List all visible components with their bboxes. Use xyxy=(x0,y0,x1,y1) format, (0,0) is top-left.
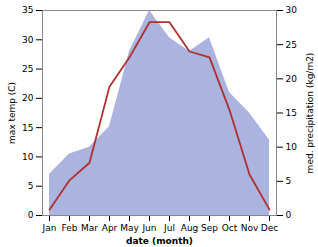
svg-text:Jan: Jan xyxy=(42,223,57,233)
svg-text:max temp (C): max temp (C) xyxy=(7,82,17,144)
svg-text:0: 0 xyxy=(28,210,34,220)
svg-text:Jul: Jul xyxy=(163,223,175,233)
svg-text:May: May xyxy=(120,223,139,233)
svg-text:5: 5 xyxy=(286,176,292,186)
svg-text:Jun: Jun xyxy=(141,223,156,233)
svg-text:15: 15 xyxy=(286,108,297,118)
svg-text:30: 30 xyxy=(286,5,298,15)
svg-text:35: 35 xyxy=(22,5,33,15)
svg-text:20: 20 xyxy=(286,74,298,84)
svg-text:Dec: Dec xyxy=(261,223,278,233)
svg-text:Nov: Nov xyxy=(241,223,259,233)
svg-text:15: 15 xyxy=(22,123,33,133)
svg-text:Sep: Sep xyxy=(201,223,218,233)
svg-text:Aug: Aug xyxy=(181,223,199,233)
svg-text:10: 10 xyxy=(286,142,298,152)
svg-text:Mar: Mar xyxy=(81,223,98,233)
svg-text:date (month): date (month) xyxy=(126,236,193,246)
svg-text:30: 30 xyxy=(22,35,34,45)
svg-text:5: 5 xyxy=(28,181,34,191)
svg-text:25: 25 xyxy=(286,40,297,50)
svg-text:Feb: Feb xyxy=(62,223,78,233)
svg-text:med. precipitation (kg/m2): med. precipitation (kg/m2) xyxy=(305,53,315,174)
svg-text:25: 25 xyxy=(22,64,33,74)
svg-text:10: 10 xyxy=(22,152,34,162)
svg-text:Apr: Apr xyxy=(102,223,118,233)
svg-text:0: 0 xyxy=(286,210,292,220)
svg-text:20: 20 xyxy=(22,93,34,103)
svg-text:Oct: Oct xyxy=(222,223,238,233)
